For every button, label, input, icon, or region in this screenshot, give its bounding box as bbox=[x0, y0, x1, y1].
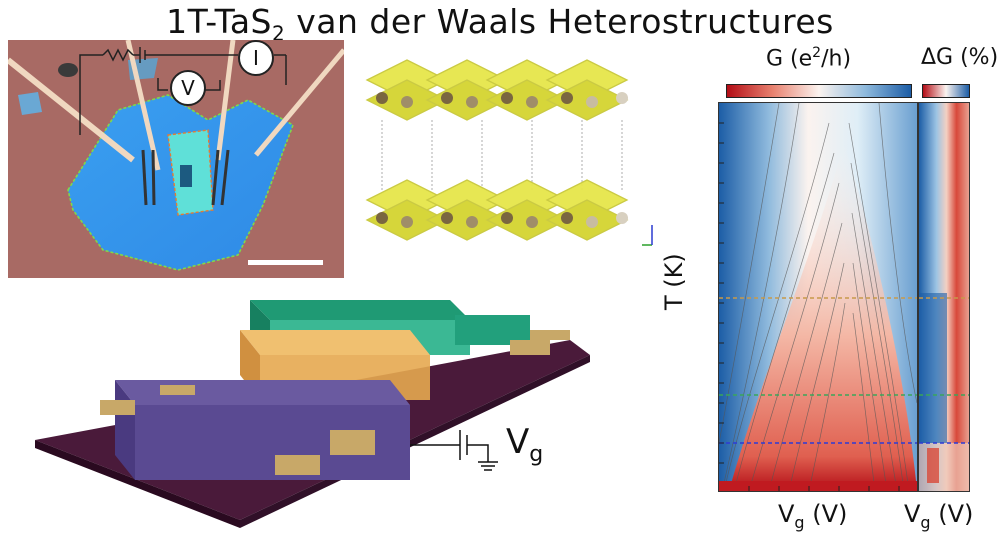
temperature-axis-label: T (K) bbox=[660, 253, 688, 310]
current-meter-symbol: I bbox=[238, 40, 274, 76]
voltage-meter-symbol: V bbox=[170, 70, 206, 106]
device-schematic: Vg bbox=[30, 280, 610, 530]
colorbar-g-label: G (e2/h) bbox=[766, 45, 852, 72]
colorbar-g bbox=[726, 84, 912, 98]
crystal-structure-illustration bbox=[352, 50, 662, 250]
scale-bar bbox=[248, 260, 323, 265]
heatmap-g bbox=[718, 102, 918, 492]
lower-layer bbox=[365, 179, 629, 241]
gate-voltage-axis-label-right: Vg (V) bbox=[904, 500, 974, 532]
gate-voltage-label: Vg bbox=[506, 422, 544, 467]
gate-voltage-axis-label-left: Vg (V) bbox=[778, 500, 848, 532]
axes-indicator bbox=[642, 225, 653, 246]
colorbar-dg-label: ΔG (%) bbox=[921, 45, 999, 70]
upper-layer bbox=[365, 59, 629, 121]
colorbar-dg bbox=[922, 84, 970, 98]
heatmap-dg bbox=[918, 102, 970, 492]
optical-micrograph: I V bbox=[6, 39, 346, 278]
figure-title: 1T-TaS2 van der Waals Heterostructures bbox=[166, 2, 834, 46]
